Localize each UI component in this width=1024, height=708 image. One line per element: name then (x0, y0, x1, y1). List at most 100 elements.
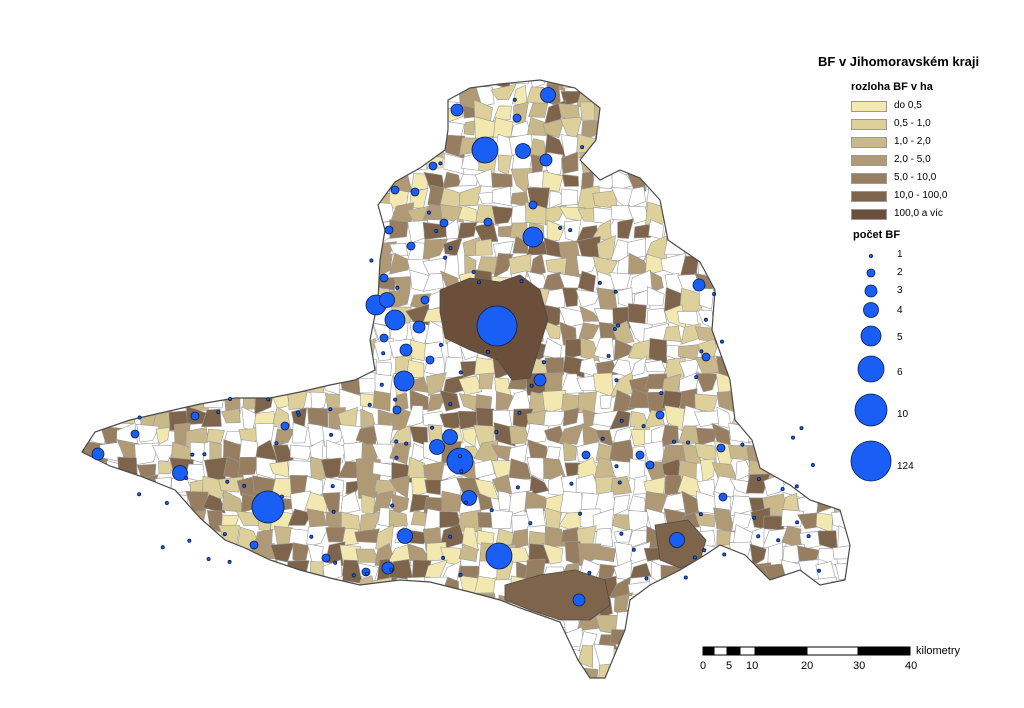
municipality-polygon (611, 80, 632, 88)
municipality-polygon (833, 594, 850, 619)
municipality-polygon (617, 218, 634, 239)
municipality-polygon (631, 648, 649, 667)
municipality-polygon (202, 577, 225, 601)
municipality-polygon (100, 544, 126, 568)
municipality-polygon (102, 305, 126, 330)
municipality-polygon (82, 579, 91, 602)
municipality-polygon (576, 80, 602, 87)
scale-segment (726, 646, 741, 656)
municipality-polygon (510, 643, 530, 668)
municipality-polygon (796, 597, 821, 616)
municipality-polygon (120, 337, 140, 362)
bf-count-circle (206, 557, 211, 562)
municipality-polygon (223, 310, 240, 329)
bf-count-circle (438, 342, 443, 347)
municipality-polygon (305, 99, 327, 126)
municipality-polygon (649, 677, 665, 678)
municipality-polygon (711, 134, 735, 160)
bf-count-circle (137, 415, 142, 420)
municipality-polygon (463, 120, 476, 136)
municipality-polygon (151, 133, 177, 160)
municipality-polygon (395, 82, 413, 106)
municipality-polygon (799, 530, 822, 550)
bf-count-circle (242, 483, 247, 488)
municipality-polygon (493, 682, 515, 699)
municipality-polygon (203, 649, 227, 665)
municipality-polygon (410, 597, 433, 619)
municipality-polygon (339, 698, 359, 708)
bf-count-circle (568, 228, 573, 233)
municipality-polygon (867, 577, 890, 600)
municipality-polygon (324, 609, 343, 636)
municipality-polygon (376, 699, 393, 708)
bf-count-circle (227, 559, 232, 564)
municipality-polygon (371, 135, 396, 160)
municipality-polygon (151, 119, 175, 141)
municipality-polygon (764, 154, 786, 173)
municipality-polygon (422, 633, 446, 653)
municipality-polygon (82, 235, 89, 261)
bf-count-circle (442, 429, 458, 445)
municipality-polygon (355, 184, 378, 207)
municipality-polygon (626, 151, 653, 176)
bf-count-circle (384, 225, 394, 235)
bf-count-circle (659, 391, 664, 396)
municipality-polygon (493, 610, 514, 636)
municipality-polygon (422, 121, 447, 138)
municipality-polygon (594, 135, 616, 160)
municipality-polygon (140, 169, 159, 193)
municipality-polygon (169, 204, 192, 227)
municipality-polygon (747, 683, 766, 698)
municipality-polygon (116, 150, 142, 176)
municipality-polygon (252, 80, 272, 84)
municipality-polygon (259, 152, 279, 174)
municipality-polygon (424, 660, 446, 678)
municipality-polygon (187, 627, 210, 653)
municipality-polygon (240, 321, 256, 345)
municipality-polygon (815, 512, 833, 534)
municipality-polygon (117, 456, 138, 477)
municipality-polygon (202, 269, 224, 292)
municipality-polygon (82, 389, 92, 409)
municipality-polygon (716, 202, 736, 227)
municipality-polygon (116, 303, 143, 330)
municipality-polygon (189, 355, 211, 379)
municipality-polygon (763, 593, 788, 617)
bf-count-circle (533, 373, 547, 387)
municipality-polygon (514, 611, 534, 636)
municipality-polygon (221, 120, 244, 139)
municipality-polygon (239, 309, 259, 329)
municipality-polygon (291, 679, 312, 704)
municipality-polygon (610, 662, 631, 678)
municipality-polygon (203, 542, 227, 566)
bf-count-circle (381, 351, 386, 356)
municipality-polygon (801, 480, 823, 495)
municipality-polygon (797, 611, 822, 633)
municipality-polygon (360, 393, 375, 409)
municipality-polygon (322, 273, 347, 295)
municipality-polygon (291, 609, 313, 631)
bf-count-circle (644, 576, 649, 581)
municipality-polygon (745, 237, 770, 256)
scale-tick-label: 5 (726, 660, 733, 672)
municipality-polygon (526, 117, 551, 136)
municipality-polygon (855, 240, 872, 258)
municipality-polygon (291, 700, 309, 708)
municipality-polygon (459, 660, 480, 678)
bf-count-circle (614, 378, 619, 383)
bf-count-circle (614, 464, 619, 469)
municipality-polygon (361, 698, 378, 708)
municipality-polygon (646, 698, 670, 708)
municipality-polygon (339, 224, 362, 243)
municipality-polygon (718, 286, 731, 312)
municipality-polygon (545, 257, 568, 276)
municipality-polygon (578, 680, 599, 703)
municipality-polygon (253, 597, 277, 616)
bf-count-circle (91, 447, 105, 461)
municipality-polygon (169, 116, 194, 143)
municipality-polygon (236, 272, 258, 289)
municipality-polygon (630, 429, 646, 447)
municipality-polygon (190, 699, 210, 708)
municipality-polygon (123, 599, 139, 617)
bf-count-circle (529, 383, 534, 388)
